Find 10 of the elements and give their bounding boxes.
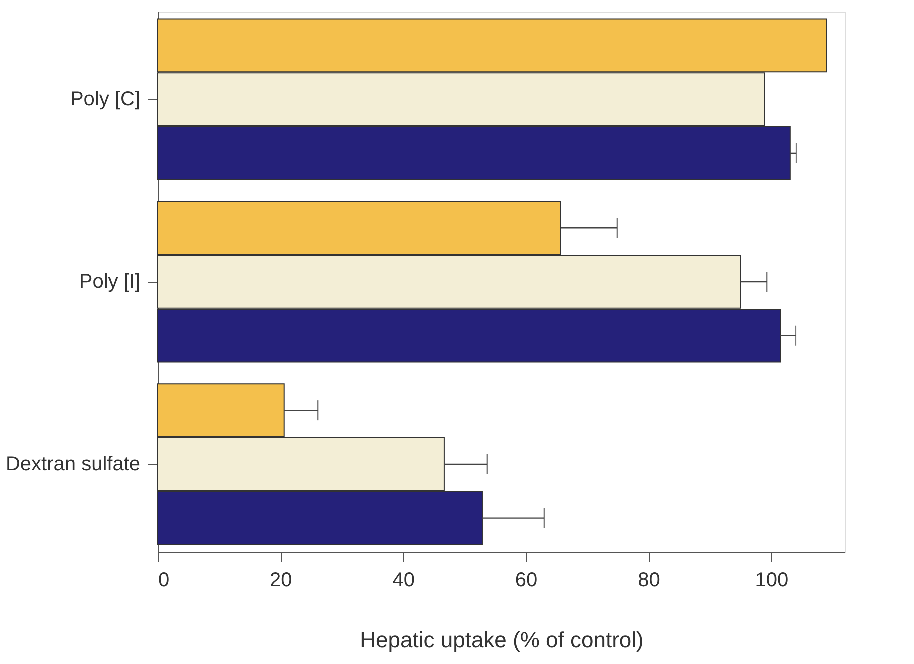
x-tick-label: 60 bbox=[515, 570, 538, 592]
y-tick-label: Poly [C] bbox=[70, 88, 140, 111]
x-tick-label: 0 bbox=[158, 570, 170, 592]
x-tick-label: 100 bbox=[755, 570, 789, 592]
x-tick-label: 40 bbox=[392, 570, 415, 592]
y-tick-label: Dextran sulfate bbox=[6, 453, 140, 476]
x-tick-label: 20 bbox=[270, 570, 292, 592]
x-tick-label: 80 bbox=[638, 570, 660, 592]
y-tick-label: Poly [I] bbox=[79, 271, 140, 293]
x-axis-title: Hepatic uptake (% of control) bbox=[360, 628, 644, 652]
